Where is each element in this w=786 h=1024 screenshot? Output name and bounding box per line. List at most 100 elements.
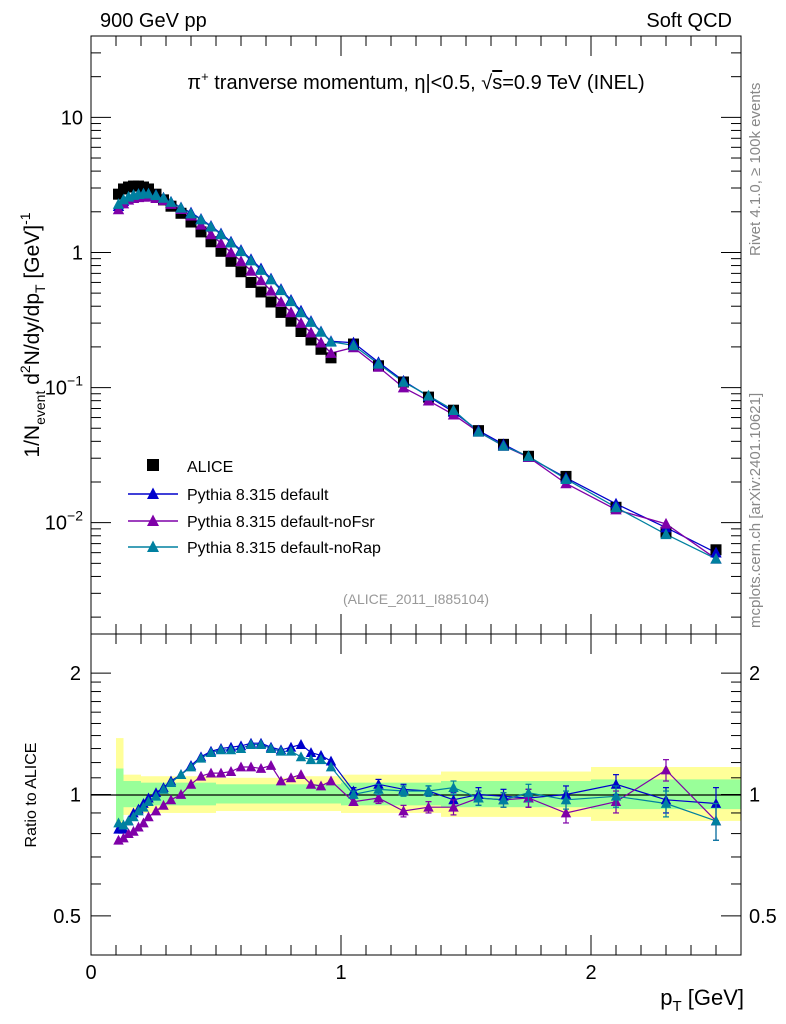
main-point-norap [660,528,672,540]
ratio-point-norap [205,747,217,758]
ratio-band-inner [216,784,291,804]
main-point-alice [255,286,267,298]
main-point-norap [372,357,385,369]
ratio-y-tick-label-right: 1 [749,785,760,807]
ratio-series-layer [113,737,722,845]
x-axis-label: pT [GeV] [660,985,744,1015]
main-point-nofsr [215,237,227,249]
main-point-norap [255,264,267,275]
main-point-norap [610,501,622,513]
ratio-point-nofsr [660,764,672,775]
main-y-tick-label: 10−2 [45,508,83,535]
main-point-norap [165,196,177,207]
ratio-point-norap [265,743,277,753]
ratio-point-nofsr [265,760,277,770]
ratio-point-nofsr [195,770,207,781]
ratio-point-nofsr [185,778,197,789]
ratio-point-nofsr [150,805,162,816]
analysis-watermark: (ALICE_2011_I885104) [343,591,489,607]
x-ticks: 0 1 2 [85,36,742,984]
rivet-version-label: Rivet 4.1.0, ≥ 100k events [747,83,764,256]
ratio-point-norap [660,797,672,808]
main-point-norap [195,213,207,225]
ratio-point-default [325,755,337,766]
main-line-norap [118,193,717,560]
x-tick-label: 2 [585,962,596,984]
main-point-norap [295,306,307,318]
ratio-point-norap [150,790,162,801]
main-point-nofsr [235,255,247,267]
header-left-label: 900 GeV pp [100,10,207,32]
main-point-norap [560,473,572,484]
ratio-point-nofsr [448,801,459,812]
ratio-point-norap [158,783,169,794]
ratio-point-nofsr [325,775,337,786]
ratio-point-norap [195,752,207,763]
main-point-norap [447,404,460,415]
main-point-nofsr [325,347,337,358]
main-point-alice [265,296,277,308]
ratio-point-nofsr [275,775,287,786]
main-point-nofsr [245,264,257,276]
main-y-tick-label: 10 [61,107,83,129]
main-y-tick-label: 10−1 [45,373,83,400]
main-point-alice [275,306,287,318]
ratio-point-nofsr [295,769,307,780]
main-point-norap [397,375,410,387]
ratio-panel: 2 2 1 1 0.5 0.5 0 1 2 Ratio to ALICE pT [GeV] [23,36,777,1015]
main-point-nofsr [285,306,297,318]
ratio-point-nofsr [165,794,177,805]
main-point-alice [295,326,307,338]
main-point-norap [215,228,227,240]
ratio-point-norap [128,811,139,822]
ratio-point-norap [185,761,197,772]
main-point-nofsr [295,317,307,328]
ratio-point-norap [165,777,177,788]
ratio-point-norap [473,792,484,803]
main-point-norap [142,187,155,199]
ratio-point-norap [143,796,154,807]
ratio-point-nofsr [245,761,257,772]
main-point-norap [422,389,435,401]
ratio-point-default [305,747,317,758]
main-point-norap [710,552,722,564]
ratio-point-norap [315,754,327,765]
ratio-band-inner [291,784,341,804]
mcplots-label: mcplots.cern.ch [arXiv:2401.10621] [747,393,764,628]
ratio-point-nofsr [560,807,572,818]
legend-label-alice: ALICE [187,459,233,476]
ratio-point-nofsr [138,817,149,828]
main-point-nofsr [305,326,317,338]
main-point-alice [305,334,317,346]
ratio-point-nofsr [143,811,154,822]
ratio-point-norap [498,794,509,805]
legend-marker-default [147,487,159,499]
legend-label-nofsr: Pythia 8.315 default-noFsr [187,514,375,531]
ratio-point-norap [235,743,247,753]
main-point-norap [245,254,257,266]
main-point-default [710,546,722,558]
ratio-y-tick-label: 2 [70,663,81,685]
main-point-norap [150,189,162,201]
main-point-alice [245,276,257,288]
ratio-y-tick-label: 0.5 [53,906,81,928]
main-point-norap [347,339,360,351]
main-title: π+ tranverse momentum, η|<0.5, √s=0.9 Te… [187,69,644,94]
ratio-point-norap [123,815,134,826]
header-right-label: Soft QCD [646,10,732,32]
legend-label-default: Pythia 8.315 default [187,487,329,504]
ratio-point-norap [348,789,359,799]
ratio-point-norap [275,745,287,756]
legend-label-norap: Pythia 8.315 default-noRap [187,540,381,557]
ratio-y-tick-label-right: 2 [749,663,760,685]
main-point-norap [175,201,187,213]
ratio-point-nofsr [348,796,359,807]
main-y-tick-label: 1 [72,242,83,264]
main-point-alice [215,245,227,257]
main-point-nofsr [315,336,327,348]
ratio-point-norap [215,744,227,755]
ratio-y-tick-label-right: 0.5 [749,906,777,928]
main-point-norap [522,450,535,462]
main-point-nofsr [275,295,287,307]
